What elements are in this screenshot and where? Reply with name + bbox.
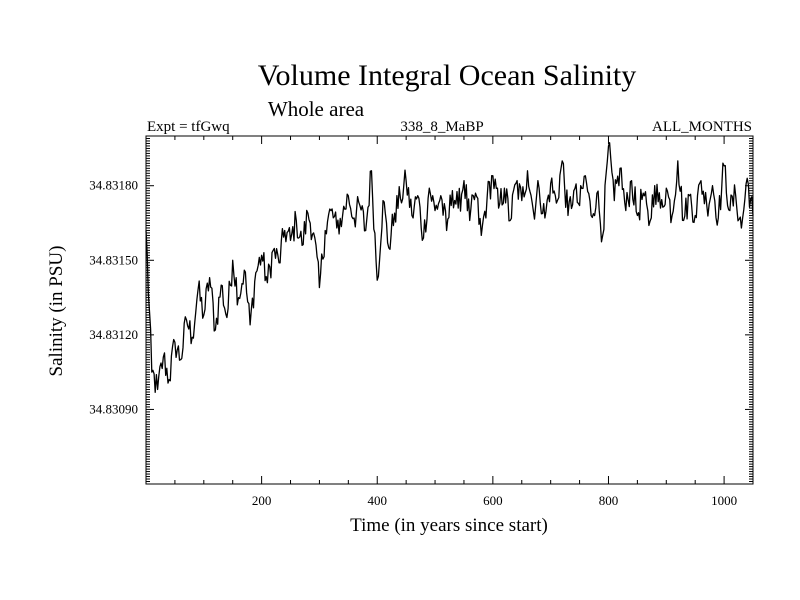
- chart-title: Volume Integral Ocean Salinity: [258, 59, 637, 92]
- chart-subtitle: Whole area: [268, 97, 365, 121]
- x-tick-label: 400: [367, 493, 387, 508]
- expt-label: Expt = tfGwq: [147, 119, 230, 135]
- series-line-salinity: [145, 142, 754, 393]
- y-tick-label: 34.83090: [89, 401, 138, 416]
- run-label: 338_8_MaBP: [400, 119, 483, 135]
- y-tick-label: 34.83150: [89, 252, 138, 267]
- period-label: ALL_MONTHS: [652, 119, 752, 135]
- series-group: [145, 142, 754, 393]
- axis-ticks: 200 400 600 800 1000 34.83090 34.83120 34.83150…: [89, 136, 753, 508]
- y-tick-label: 34.83120: [89, 327, 138, 342]
- plot-frame: [145, 135, 754, 485]
- x-tick-label: 800: [599, 493, 619, 508]
- x-tick-label: 600: [483, 493, 503, 508]
- x-axis-label: Time (in years since start): [350, 515, 548, 536]
- x-tick-label: 200: [252, 493, 272, 508]
- y-tick-label: 34.83180: [89, 178, 138, 193]
- y-axis-label: Salinity (in PSU): [46, 246, 67, 377]
- x-tick-label: 1000: [711, 493, 737, 508]
